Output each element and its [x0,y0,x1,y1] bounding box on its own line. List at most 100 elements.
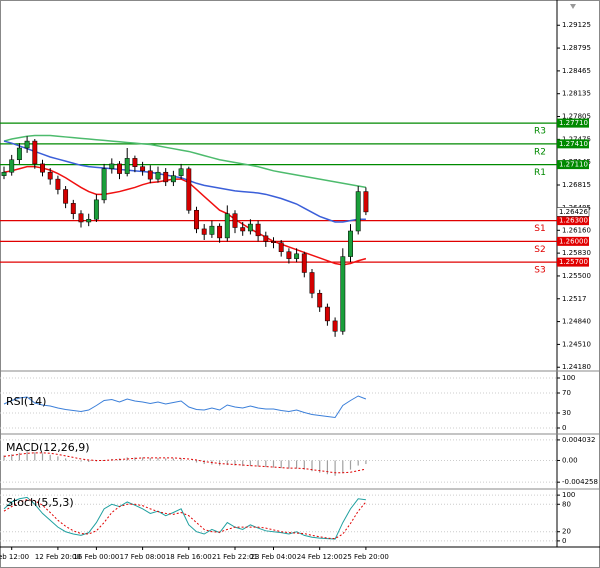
level-label-box [557,257,589,267]
candle-body [263,235,269,242]
candle-body [324,306,330,322]
moving-average [3,134,367,189]
level-label-box [557,139,589,149]
candle-body [201,228,207,235]
indicator-title: MACD(12,26,9) [6,441,90,454]
moving-average [3,165,367,266]
level-name: S3 [534,266,545,276]
indicator-line [3,496,366,540]
candle-body [117,163,122,174]
y-tick-label: 70 [562,389,571,397]
level-label: 1.25700 [559,258,588,266]
y-tick-label: 20 [562,528,571,536]
y-tick-label: 100 [562,491,575,499]
candle-body [348,230,353,257]
candle-body [186,168,192,211]
candle-body [170,175,176,183]
indicator-line [3,452,366,474]
last-price-box [556,207,590,217]
candle-body [363,191,369,213]
level-label-box [557,160,589,170]
candle-body [209,225,215,235]
y-tick-label: 100 [562,374,575,382]
candle-body [32,140,38,165]
candle-body [55,178,61,190]
level-name: R1 [534,168,546,178]
indicator-line [3,499,367,540]
candle-body [40,163,45,173]
candle-body [163,171,169,183]
y-tick-label: 80 [562,500,571,508]
candle-body [317,292,323,308]
candle-body [1,171,7,176]
x-tick-label: 23 Feb 04:00 [251,553,297,561]
indicator-title: RSI(14) [6,395,46,408]
candle-body [232,213,238,228]
y-tick-label: 1.25830 [562,249,591,257]
y-tick-label: 1.28465 [562,67,591,75]
level-name: S1 [534,224,545,234]
candle-body [278,242,284,252]
y-tick-label: 1.24180 [562,363,591,371]
candle-body [78,213,84,223]
candle-body [294,253,300,259]
candle-body [332,320,338,332]
candle-body [47,171,53,180]
level-label: 1.27110 [559,161,588,169]
candle-body [194,209,199,230]
level-name: R3 [534,127,546,137]
candle-body [16,147,22,161]
y-tick-label: 1.29125 [562,21,591,29]
y-tick-label: 1.25500 [562,272,591,280]
candle-body [132,158,138,167]
y-tick-label: 1.27805 [562,113,591,121]
y-tick-label: 1.28135 [562,90,591,98]
y-tick-label: 0 [562,537,566,545]
x-tick-label: 21 Feb 22:01 [212,553,258,561]
y-tick-label: 0.004032 [562,436,595,444]
y-tick-label: 1.26160 [562,226,591,234]
y-tick-label: 1.24840 [562,318,591,326]
candle-body [147,170,153,180]
level-label: 1.26300 [559,217,588,225]
x-tick-label: 17 Feb 08:00 [120,553,166,561]
level-name: R2 [534,147,546,157]
y-tick-label: 1.2517 [562,295,587,303]
x-tick-label: 12 Feb 20:00 [35,553,81,561]
indicator-title: Stoch(5,5,3) [6,496,74,509]
candle-body [340,256,346,332]
candle-body [86,218,92,223]
candle-body [109,163,115,169]
y-tick-label: -0.004258 [562,478,598,486]
candle-body [101,168,107,201]
candle-body [355,191,361,232]
candle-body [255,223,261,237]
candle-body [247,223,253,232]
scroll-arrow [570,4,576,9]
candle-body [9,159,15,173]
level-name: S2 [534,245,545,255]
moving-average [3,140,366,223]
level-label-box [557,118,589,128]
level-label-box [557,236,589,246]
y-tick-label: 1.28795 [562,44,591,52]
x-tick-label: Feb 12:00 [0,553,29,561]
candle-body [93,199,99,220]
candle-body [309,272,315,294]
y-tick-label: 1.26815 [562,181,591,189]
candle-body [240,227,246,232]
x-tick-label: 16 Feb 00:00 [73,553,119,561]
candle-body [286,251,292,259]
candle-body [140,166,146,172]
level-label: 1.27710 [559,119,588,127]
x-tick-label: 18 Feb 16:00 [166,553,212,561]
x-tick-label: 25 Feb 20:00 [343,553,389,561]
candle-body [155,171,161,180]
y-tick-label: 1.24510 [562,340,591,348]
level-label-box [557,216,589,226]
level-label: 1.26000 [559,237,588,245]
candle-body [70,203,76,214]
candle-body [301,253,307,273]
y-tick-label: 0 [562,424,566,432]
